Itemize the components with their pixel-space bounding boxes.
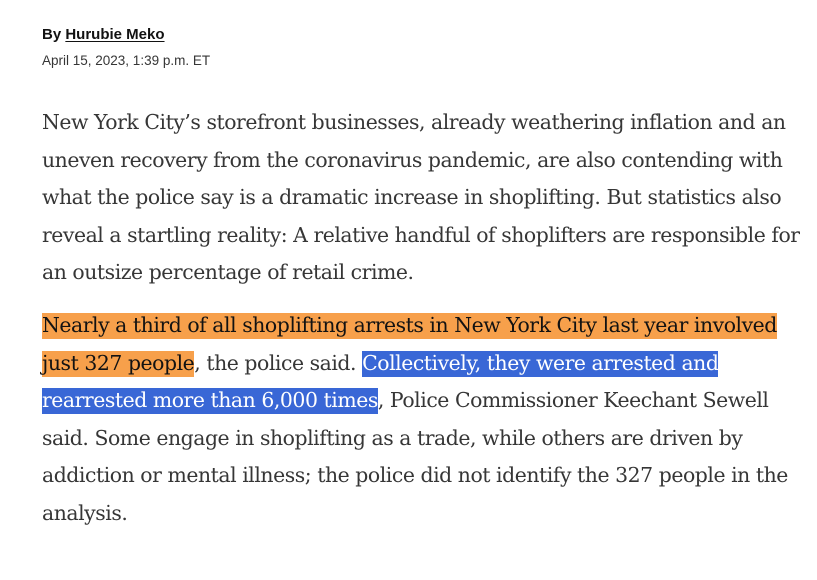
- paragraph-2-text-a: , the police said.: [194, 350, 363, 375]
- author-link[interactable]: Hurubie Meko: [65, 26, 165, 43]
- publish-date: April 15, 2023, 1:39 p.m. ET: [42, 53, 211, 68]
- paragraph-2: Nearly a third of all shoplifting arrest…: [42, 307, 802, 533]
- byline: By Hurubie Meko: [42, 25, 802, 45]
- article: By Hurubie Meko April 15, 2023, 1:39 p.m…: [42, 25, 802, 533]
- paragraph-2-text-b: , Police Commissioner Keechant Sewell sa…: [42, 388, 788, 525]
- byline-prefix: By: [42, 26, 66, 43]
- paragraph-1: New York City’s storefront businesses, a…: [42, 110, 800, 285]
